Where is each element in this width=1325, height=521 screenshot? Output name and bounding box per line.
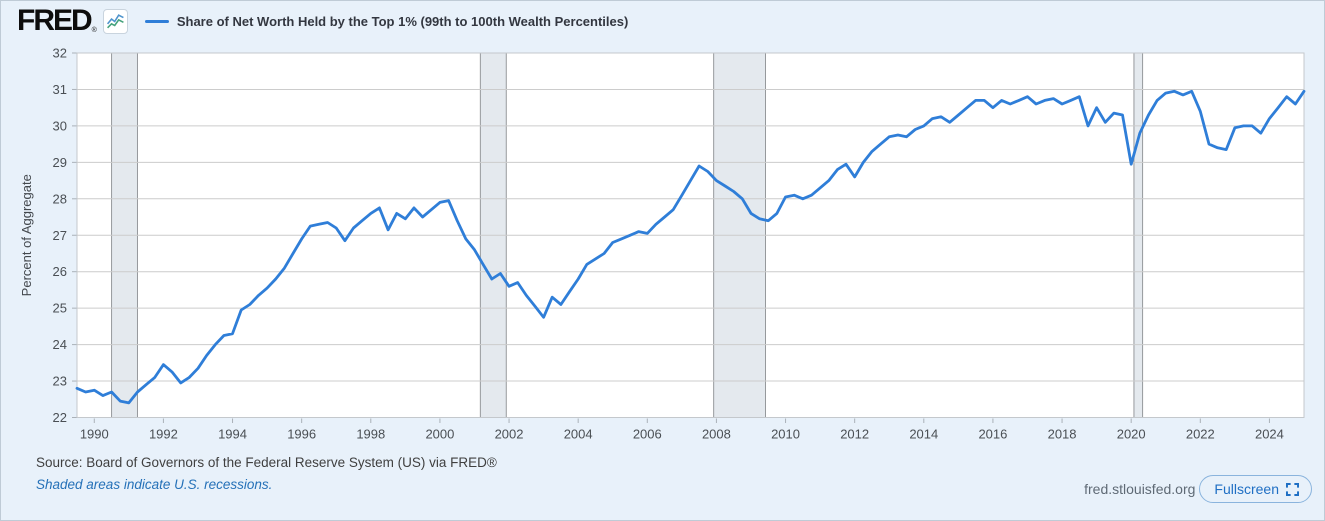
- source-attribution: Source: Board of Governors of the Federa…: [36, 455, 497, 470]
- y-tick-label: 30: [53, 118, 67, 133]
- x-tick-label: 2016: [978, 427, 1007, 442]
- y-tick-label: 24: [53, 337, 67, 352]
- fred-logo-link[interactable]: FRED ®: [17, 6, 97, 36]
- x-tick-label: 1990: [80, 427, 109, 442]
- x-tick-label: 2014: [909, 427, 938, 442]
- y-tick-label: 29: [53, 155, 67, 170]
- y-tick-label: 31: [53, 82, 67, 97]
- plot-border: [76, 52, 1305, 418]
- recession-shading-note: Shaded areas indicate U.S. recessions.: [36, 477, 273, 493]
- fred-site-link[interactable]: fred.stlouisfed.org: [1084, 481, 1196, 497]
- y-tick-label: 32: [53, 46, 67, 61]
- footer-notes: Source: Board of Governors of the Federa…: [36, 452, 497, 497]
- series-legend: Share of Net Worth Held by the Top 1% (9…: [144, 13, 629, 29]
- footer-actions: fred.stlouisfed.org Fullscreen: [1084, 475, 1312, 503]
- y-tick-label: 23: [53, 374, 67, 389]
- y-axis-title: Percent of Aggregate: [19, 174, 34, 296]
- fullscreen-button[interactable]: Fullscreen: [1199, 475, 1312, 503]
- x-tick-label: 1994: [218, 427, 247, 442]
- x-tick-label: 1992: [149, 427, 178, 442]
- registered-trademark-mark: ®: [91, 27, 97, 34]
- y-tick-label: 27: [53, 228, 67, 243]
- y-tick-label: 28: [53, 191, 67, 206]
- y-tick-label: 22: [53, 410, 67, 425]
- x-tick-label: 2018: [1048, 427, 1077, 442]
- series-line: [75, 89, 1306, 405]
- sparkline-glyph: [106, 13, 124, 28]
- x-tick-label: 1998: [356, 427, 385, 442]
- x-tick-label: 2000: [425, 427, 454, 442]
- fullscreen-icon: [1286, 482, 1299, 496]
- x-tick-label: 2020: [1117, 427, 1146, 442]
- y-tick-label: 25: [53, 301, 67, 316]
- series-legend-label: Share of Net Worth Held by the Top 1% (9…: [176, 13, 629, 29]
- series-color-swatch: [144, 19, 169, 23]
- x-tick-label: 2008: [702, 427, 731, 442]
- fullscreen-button-label: Fullscreen: [1214, 481, 1279, 497]
- x-tick-label: 2006: [633, 427, 662, 442]
- x-tick-label: 2024: [1255, 427, 1284, 442]
- x-tick-label: 2002: [495, 427, 524, 442]
- x-tick-label: 2004: [564, 427, 593, 442]
- x-tick-label: 2022: [1186, 427, 1215, 442]
- fred-logo-text: FRED: [17, 4, 93, 37]
- chart-header: FRED ® Share of Net Worth Held by the To…: [17, 6, 628, 36]
- x-tick-label: 1996: [287, 427, 316, 442]
- y-tick-label: 26: [53, 264, 67, 279]
- fred-sparkline-icon[interactable]: [102, 8, 128, 34]
- x-tick-label: 2012: [840, 427, 869, 442]
- x-tick-label: 2010: [771, 427, 800, 442]
